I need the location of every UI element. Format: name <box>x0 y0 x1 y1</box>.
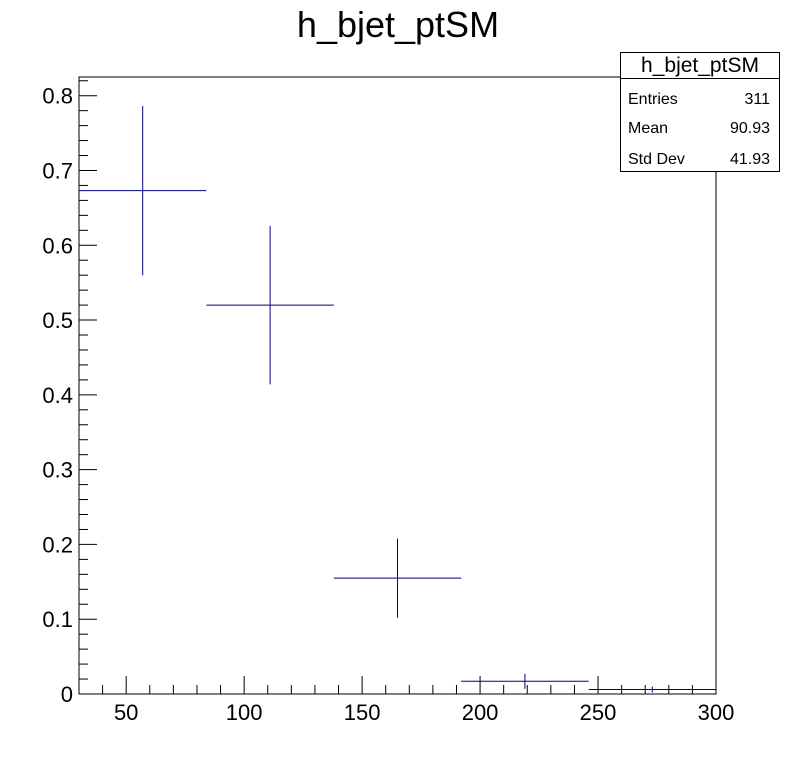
x-tick-label: 150 <box>344 700 381 725</box>
x-tick-label: 50 <box>114 700 138 725</box>
axis-tick-labels: 50 100 150 200 250 300 0 0.1 0.2 0.3 0.4 0.5 0.6 0.7 0… <box>42 84 734 725</box>
x-tick-label: 250 <box>580 700 617 725</box>
data-point <box>206 225 334 385</box>
y-tick-label: 0.5 <box>42 308 73 333</box>
plot-title: h_bjet_ptSM <box>296 4 500 45</box>
stats-value: 41.93 <box>729 151 770 168</box>
y-tick-label: 0.4 <box>42 383 73 408</box>
stats-key: Std Dev <box>628 151 685 168</box>
stats-title: h_bjet_ptSM <box>621 53 779 79</box>
x-tick-label: 100 <box>226 700 263 725</box>
stats-row-stddev: Std Dev 41.93 <box>628 145 770 175</box>
axis-ticks <box>78 80 717 695</box>
data-point <box>333 538 462 618</box>
x-tick-label: 200 <box>462 700 499 725</box>
data-point <box>588 686 716 693</box>
stats-value: 311 <box>744 91 770 108</box>
stats-key: Mean <box>628 120 669 137</box>
data-point <box>461 673 589 689</box>
y-tick-label: 0.7 <box>42 158 73 183</box>
y-tick-label: 0.2 <box>42 532 73 557</box>
y-tick-label: 0.8 <box>42 84 73 109</box>
stats-row-entries: Entries 311 <box>628 85 770 115</box>
y-tick-label: 0 <box>61 682 73 707</box>
stats-box: h_bjet_ptSM Entries 311 Mean 90.93 Std D… <box>620 52 780 172</box>
x-tick-label: 300 <box>698 700 735 725</box>
plot-frame <box>78 76 717 695</box>
y-tick-label: 0.1 <box>42 607 73 632</box>
stats-row-mean: Mean 90.93 <box>628 114 770 144</box>
stats-key: Entries <box>628 91 678 108</box>
data-point <box>79 106 207 276</box>
stats-value: 90.93 <box>729 120 770 137</box>
data-points <box>79 106 716 693</box>
y-tick-label: 0.3 <box>42 458 73 483</box>
y-tick-label: 0.6 <box>42 233 73 258</box>
